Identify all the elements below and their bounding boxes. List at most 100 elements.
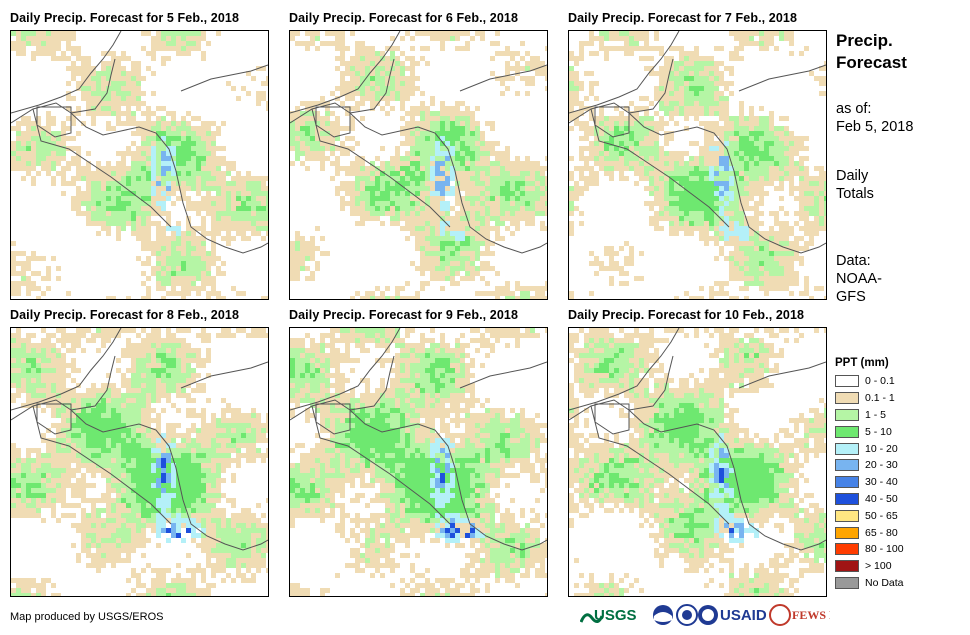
precip-cell [76,161,81,166]
precip-cell [455,111,460,116]
precip-cell [445,201,450,206]
precip-cell [211,176,216,181]
precip-cell [430,166,435,171]
precip-cell [734,226,739,231]
precip-cell [450,206,455,211]
precip-cell [455,31,460,36]
precip-cell [266,76,268,81]
precip-cell [440,176,445,181]
precip-cell [440,151,445,156]
precip-cell [579,86,584,91]
precip-cell [66,448,71,453]
precip-cell [310,101,315,106]
precip-cell [36,348,41,353]
precip-cell [754,31,759,36]
coastline [315,106,351,138]
precip-cell [101,433,106,438]
precip-cell [36,131,41,136]
precip-cell [644,131,649,136]
precip-cell [719,206,724,211]
precip-cell [669,201,674,206]
precip-cell [405,171,410,176]
precip-cell [530,56,535,61]
precip-cell [599,116,604,121]
precip-cell [166,166,171,171]
precip-cell [16,448,21,453]
precip-cell [455,131,460,136]
precip-cell [31,251,36,256]
precip-cell [450,171,455,176]
precip-cell [21,121,26,126]
precip-cell [649,221,654,226]
precip-cell [126,388,131,393]
precip-cell [659,166,664,171]
precip-cell [31,448,36,453]
precip-cell [21,373,26,378]
precip-cell [46,171,51,176]
precip-cell [485,226,490,231]
precip-cell [749,251,754,256]
precip-cell [569,211,574,216]
precip-cell [171,111,176,116]
precip-cell [61,358,66,363]
precip-cell [246,221,251,226]
precip-cell [91,201,96,206]
precip-cell [714,86,719,91]
precip-cell [66,181,71,186]
precip-cell [395,71,400,76]
precip-cell [310,111,315,116]
precip-cell [669,216,674,221]
precip-cell [505,211,510,216]
precip-cell [111,91,116,96]
precip-cell [515,226,520,231]
precip-cell [241,438,246,443]
precip-cell [36,393,41,398]
precip-cell [36,136,41,141]
precip-cell [739,266,744,271]
precip-cell [589,291,594,296]
precip-cell [510,211,515,216]
precip-cell [649,126,654,131]
precip-cell [106,61,111,66]
precip-cell [131,86,136,91]
precip-cell [624,116,629,121]
precip-cell [395,81,400,86]
precip-cell [176,328,181,333]
precip-cell [256,413,261,418]
precip-cell [535,56,540,61]
precip-cell [569,206,574,211]
precip-cell [16,383,21,388]
precip-cell [221,156,226,161]
precip-cell [46,398,51,403]
precip-cell [385,201,390,206]
precip-cell [729,296,734,299]
precip-cell [699,61,704,66]
precip-cell [435,181,440,186]
precip-cell [475,246,480,251]
precip-cell [290,271,295,276]
precip-cell [579,106,584,111]
precip-cell [520,166,525,171]
precip-cell [604,156,609,161]
precip-cell [161,226,166,231]
precip-cell [739,251,744,256]
precip-cell [101,201,106,206]
precip-cell [759,146,764,151]
precip-cell [266,81,268,86]
precip-cell [86,196,91,201]
precip-cell [475,126,480,131]
precip-cell [116,236,121,241]
precip-cell [624,141,629,146]
precip-cell [96,408,101,413]
precip-cell [201,196,206,201]
precip-cell [46,276,51,281]
precip-cell [101,51,106,56]
precip-cell [639,141,644,146]
precip-cell [121,81,126,86]
precip-cell [599,146,604,151]
precip-cell [729,276,734,281]
precip-cell [151,36,156,41]
precip-cell [704,76,709,81]
precip-cell [31,136,36,141]
precip-cell [31,271,36,276]
